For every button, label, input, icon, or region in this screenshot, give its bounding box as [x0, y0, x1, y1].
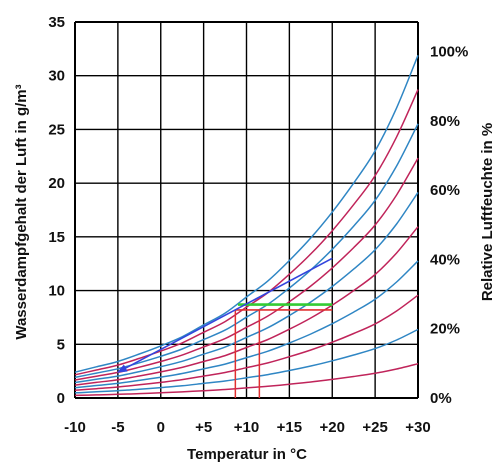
- y2-tick-label: 40%: [430, 251, 460, 268]
- x-tick-label: +30: [405, 419, 430, 436]
- y-tick-label: 25: [48, 121, 65, 138]
- y-tick-label: 30: [48, 68, 65, 85]
- y2-tick-label: 100%: [430, 44, 468, 61]
- humidity-curve-60: [74, 191, 419, 384]
- y2-tick-label: 60%: [430, 182, 460, 199]
- y2-axis-label: Relative Luftfeuchte in %: [479, 123, 496, 301]
- humidity-curve-10: [74, 362, 419, 397]
- x-tick-label: +15: [277, 419, 302, 436]
- x-axis-label: Temperatur in °C: [187, 446, 307, 463]
- y-tick-label: 10: [48, 283, 65, 300]
- blue-arrow: [116, 257, 333, 373]
- humidity-curve-20: [74, 328, 419, 394]
- y-tick-label: 15: [48, 229, 65, 246]
- x-tick-label: +20: [320, 419, 345, 436]
- y2-tick-label: 20%: [430, 321, 460, 338]
- annotations: [116, 257, 333, 398]
- humidity-curve-30: [74, 294, 419, 392]
- humidity-curve-100: [74, 55, 419, 373]
- y-tick-label: 20: [48, 175, 65, 192]
- y-axis-ticks: 0 5 10 15 20 25 30 35: [48, 14, 65, 407]
- x-tick-label: +5: [195, 419, 212, 436]
- humidity-curves: [74, 55, 419, 397]
- x-tick-label: +25: [362, 419, 387, 436]
- x-tick-label: -5: [111, 419, 124, 436]
- x-tick-label: +10: [234, 419, 259, 436]
- y2-axis-ticks: 0% 20% 40% 60% 80% 100%: [430, 44, 468, 407]
- y-axis-label: Wasserdampfgehalt der Luft in g/m³: [13, 84, 30, 339]
- humidity-curve-50: [74, 226, 419, 386]
- x-axis-ticks: -10 -5 0 +5 +10 +15 +20 +25 +30: [64, 419, 431, 436]
- humidity-curve-40: [74, 260, 419, 389]
- y2-tick-label: 0%: [430, 390, 452, 407]
- x-tick-label: -10: [64, 419, 86, 436]
- y-tick-label: 5: [57, 336, 65, 353]
- humidity-curve-70: [74, 157, 419, 381]
- y-tick-label: 35: [48, 14, 65, 31]
- grid: [74, 21, 419, 399]
- y2-tick-label: 80%: [430, 113, 460, 130]
- x-tick-label: 0: [157, 419, 165, 436]
- humidity-curve-90: [74, 89, 419, 376]
- y-tick-label: 0: [57, 390, 65, 407]
